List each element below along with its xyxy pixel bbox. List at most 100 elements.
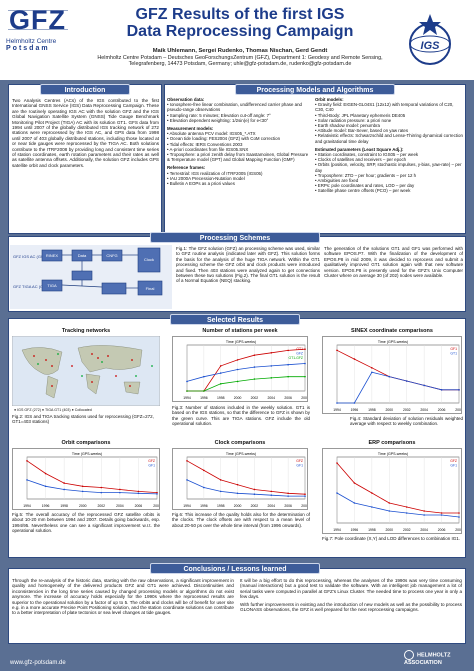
meas-item: • Ocean tide loading: FES2004 (GFZ) with… <box>167 136 281 142</box>
scheme-diagram: GFZ IGS AC (GFZ) GFZ TIGA AC (GT1) RINEX… <box>10 245 172 309</box>
data-point <box>458 389 460 391</box>
authors-block: Maik Uhlemann, Sergei Rudenko, Thomas Ni… <box>80 48 400 68</box>
scheme-box <box>41 247 163 296</box>
logo-lines <box>8 10 68 30</box>
x-tick-label: 1998 <box>60 504 68 508</box>
orbit-chart: Time (GPS-weeks) 1994 1996 1998 2000 2002 2004… <box>12 448 160 510</box>
data-point <box>156 491 158 494</box>
schemes-heading: Processing Schemes <box>150 232 320 243</box>
ref-head: Reference frames: <box>167 165 206 171</box>
x-tick-label: 1996 <box>351 528 359 532</box>
x-tick-label: 1998 <box>217 396 225 400</box>
data-point <box>203 375 205 378</box>
title-line2: Data Reprocessing Campaign <box>126 23 354 40</box>
data-point <box>236 492 239 495</box>
tracking-caption: Fig.2: IGS and TIGA tracking stations us… <box>12 414 154 425</box>
series-line <box>186 363 306 382</box>
helmholtz-icon <box>404 650 414 660</box>
x-tick-label: 1994 <box>183 396 191 400</box>
x-tick-label: 1996 <box>200 396 208 400</box>
igs-logo-icon: IGS <box>409 14 451 65</box>
data-point <box>304 495 306 497</box>
data-point <box>336 349 338 352</box>
stations-caption: Fig.3: Number of stations included in th… <box>172 405 310 427</box>
erp-chart: Time (GPS-weeks) 1994 1996 1998 2000 2002 2004… <box>322 448 462 534</box>
tracking-title: Tracking networks <box>61 328 111 334</box>
plot-area <box>26 456 158 500</box>
data-point <box>253 378 256 380</box>
intro-heading: Introduction <box>40 84 130 95</box>
data-point <box>287 492 289 495</box>
erp-title: ERP comparisons <box>368 440 416 446</box>
data-point <box>353 502 356 504</box>
processing-left-col: Observation data: • Ionosphere-free line… <box>167 97 312 186</box>
data-point <box>304 362 306 365</box>
data-point <box>253 488 256 491</box>
x-tick-label: 2004 <box>268 396 276 400</box>
orbit-item: • Solar radiation pressure: a priori non… <box>315 117 392 123</box>
data-point <box>458 516 460 518</box>
x-tick-label: 2008 <box>153 504 160 508</box>
data-point <box>100 486 103 489</box>
x-tick-label: 2002 <box>98 504 106 508</box>
data-point <box>186 460 188 462</box>
est-item: • ERPs: pole coordinates and rates, LOD … <box>315 183 415 189</box>
data-point <box>219 479 222 481</box>
data-point <box>219 365 222 367</box>
data-point <box>44 472 47 475</box>
scheme-right-text: The generation of the solutions GT1 and … <box>324 246 463 279</box>
x-tick-label: 2008 <box>301 396 308 400</box>
data-point <box>270 365 273 367</box>
x-tick-label: 1994 <box>183 504 191 508</box>
conclusions-right-1: It will be a big effort to do this repro… <box>240 578 462 600</box>
tracking-map <box>12 336 160 406</box>
data-point <box>253 493 256 496</box>
legend-entry: GFZ <box>148 459 155 463</box>
plot-area <box>336 344 460 404</box>
data-point <box>186 479 188 481</box>
series-line <box>187 376 305 392</box>
x-tick-label: 1996 <box>351 408 359 412</box>
conclusions-right-2: With further improvements in existing an… <box>240 601 462 613</box>
poster-title: GFZ Results of the first IGS Data Reproc… <box>95 6 385 40</box>
data-point <box>253 354 256 356</box>
orbit-head: Orbit models: <box>315 97 344 102</box>
station-points <box>33 353 133 387</box>
data-point <box>405 380 408 382</box>
ref-item: • Terrestrial: IGS realization of ITRF20… <box>167 170 263 176</box>
series-line <box>26 479 158 495</box>
authors: Maik Uhlemann, Sergei Rudenko, Thomas Ni… <box>152 48 328 54</box>
series-line <box>187 348 306 392</box>
series-line <box>336 462 459 514</box>
data-point <box>236 359 239 361</box>
title-line1: GFZ Results of the first IGS <box>135 6 345 23</box>
stations-chart: Time (GPS-weeks) 1994 1996 1998 2000 2002 2004… <box>172 336 308 402</box>
x-tick-label: 2004 <box>268 504 276 508</box>
data-point <box>388 502 391 504</box>
footer-url[interactable]: www.gfz-potsdam.de <box>10 660 66 666</box>
meas-item: • A-priori coordinates from file IGS05.S… <box>167 146 249 152</box>
x-tick-label: 2002 <box>251 504 259 508</box>
orbit-item: • Third-Body: JPL Planetary ephemeris DE… <box>315 112 406 118</box>
data-point <box>336 462 338 464</box>
intro-text: Two Analysis Centres (ACs) of the IGS co… <box>12 98 159 168</box>
clock-chart: Time (GPS-weeks) 1994 1996 1998 2000 2002 2004… <box>172 448 308 510</box>
legend-entry: GFZ <box>296 352 303 356</box>
scheme-box-label: Clock <box>144 257 154 262</box>
legend-entry: GF1 <box>296 464 303 468</box>
data-point <box>236 368 239 371</box>
est-item: • Satellite phase centre offsets (PCO) –… <box>315 188 411 194</box>
est-item: • Ambiguities are fixed <box>315 178 359 184</box>
x-tick-label: 2000 <box>386 528 394 532</box>
data-point <box>353 402 356 404</box>
intro-panel <box>8 84 162 234</box>
results-heading: Selected Results <box>170 314 300 325</box>
orbit-title: Orbit comparisons <box>61 440 111 446</box>
data-point <box>203 390 205 392</box>
x-tick-label: 2000 <box>79 504 87 508</box>
x-tick-label: 2004 <box>116 504 124 508</box>
scheme-label-gfz: GFZ IGS AC (GFZ) <box>13 254 48 259</box>
ref-item: • Bulletin A EOPs as a priori values <box>167 181 235 187</box>
data-point <box>304 375 306 378</box>
x-tick-label: 2002 <box>403 528 411 532</box>
